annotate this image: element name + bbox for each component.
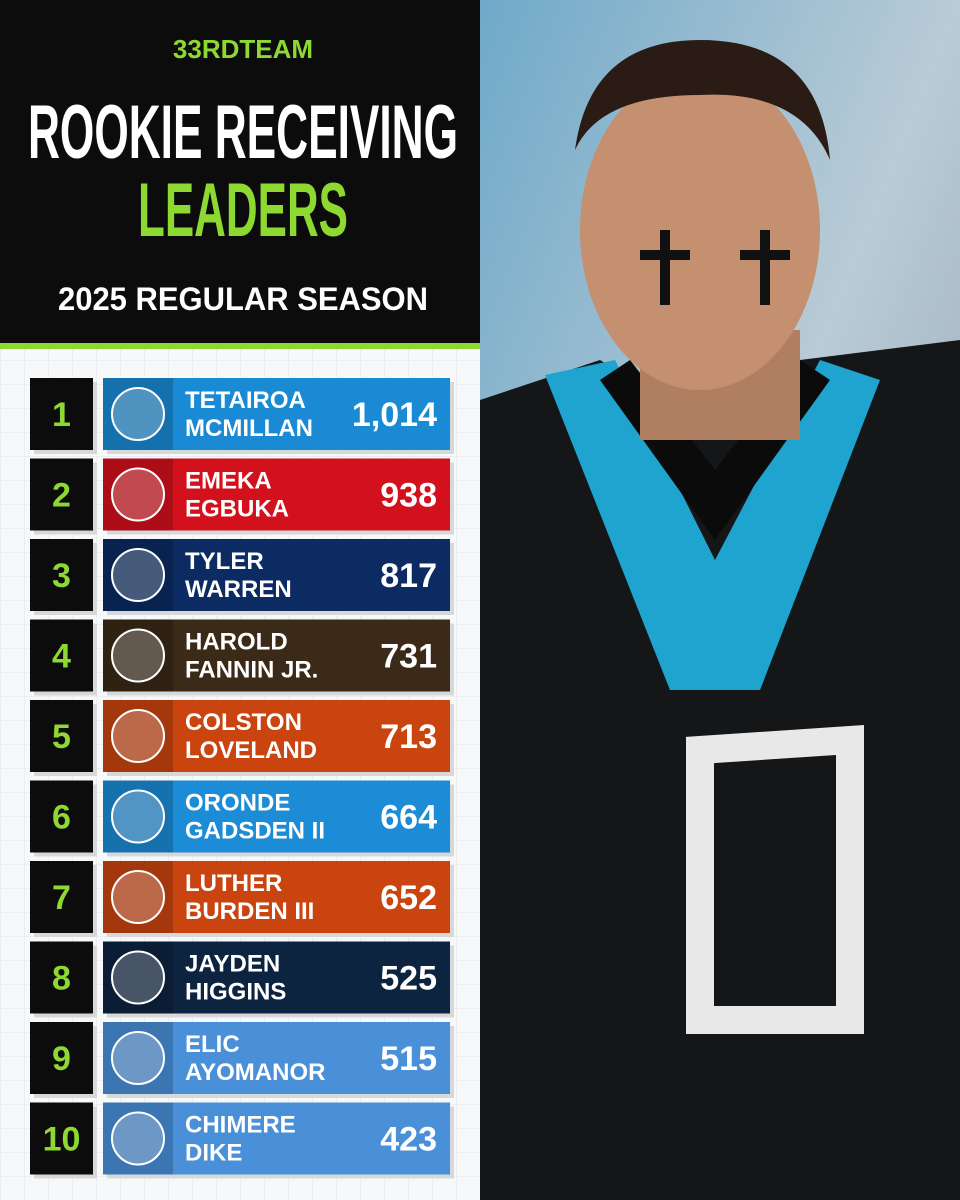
row-bar [103, 1102, 450, 1175]
first-name: ORONDE [185, 790, 290, 817]
row-bar [103, 700, 450, 772]
team-logo [111, 1111, 165, 1166]
logo-tile [103, 1022, 173, 1094]
yards: 817 [380, 557, 437, 595]
rank: 10 [43, 1121, 81, 1159]
rank-box [30, 539, 93, 611]
yards: 1,014 [352, 396, 437, 434]
last-name: FANNIN JR. [185, 657, 318, 684]
last-name: WARREN [185, 576, 292, 603]
rank: 2 [52, 477, 71, 515]
yards: 664 [380, 799, 437, 837]
rank-box [30, 619, 93, 692]
first-name: CHIMERE [185, 1112, 296, 1139]
rank: 9 [52, 1040, 71, 1078]
row-bar [103, 861, 450, 933]
first-name: HAROLD [185, 629, 288, 656]
last-name: BURDEN III [185, 898, 314, 925]
row-bar [103, 941, 450, 1014]
last-name: AYOMANOR [185, 1059, 325, 1086]
rank-box [30, 378, 93, 450]
last-name: DIKE [185, 1140, 242, 1167]
rank: 1 [52, 396, 71, 434]
header-bg [0, 0, 480, 345]
yards: 731 [380, 638, 437, 676]
player-photo [480, 0, 960, 1200]
rank: 4 [52, 638, 71, 676]
team-logo [111, 950, 165, 1005]
first-name: TETAIROA [185, 387, 306, 414]
rank: 7 [52, 879, 71, 917]
team-logo [111, 870, 165, 924]
rank: 3 [52, 557, 71, 595]
last-name: HIGGINS [185, 979, 286, 1006]
logo-tile [103, 539, 173, 611]
rank-box [30, 941, 93, 1014]
yards: 423 [380, 1121, 437, 1159]
brand: 33RDTEAM [173, 34, 313, 64]
last-name: LOVELAND [185, 737, 317, 764]
last-name: EGBUKA [185, 496, 289, 523]
first-name: JAYDEN [185, 951, 280, 978]
title: LEADERS [138, 168, 348, 253]
yards: 938 [380, 477, 437, 515]
logo-tile [103, 780, 173, 853]
rank-box [30, 1102, 93, 1175]
team-logo [111, 548, 165, 602]
team-logo [111, 709, 165, 763]
logo-tile [103, 378, 173, 450]
logo-tile [103, 1102, 173, 1175]
rank-box [30, 1022, 93, 1094]
first-name: ELIC [185, 1031, 240, 1058]
logo-tile [103, 861, 173, 933]
rank-box [30, 780, 93, 853]
team-logo [111, 1031, 165, 1085]
rank-box [30, 700, 93, 772]
rank-box [30, 458, 93, 531]
rank: 8 [52, 960, 71, 998]
rank: 5 [52, 718, 71, 756]
yards: 713 [380, 718, 437, 756]
logo-tile [103, 941, 173, 1014]
row-bar [103, 1022, 450, 1094]
accent-line [0, 343, 480, 349]
yards: 525 [380, 960, 437, 998]
subtitle: 2025 REGULAR SEASON [58, 281, 428, 317]
title: ROOKIE RECEIVING [28, 90, 458, 175]
row-bar [103, 458, 450, 531]
team-logo [111, 789, 165, 844]
yards: 652 [380, 879, 437, 917]
rank: 6 [52, 799, 71, 837]
first-name: LUTHER [185, 870, 282, 897]
last-name: GADSDEN II [185, 818, 325, 845]
logo-tile [103, 700, 173, 772]
row-bar [103, 619, 450, 692]
team-logo [111, 387, 165, 441]
row-bar [103, 378, 450, 450]
last-name: MCMILLAN [185, 415, 313, 442]
logo-tile [103, 619, 173, 692]
rank-box [30, 861, 93, 933]
first-name: COLSTON [185, 709, 302, 736]
yards: 515 [380, 1040, 437, 1078]
first-name: EMEKA [185, 468, 272, 495]
team-logo [111, 467, 165, 522]
logo-tile [103, 458, 173, 531]
row-bar [103, 539, 450, 611]
row-bar [103, 780, 450, 853]
team-logo [111, 628, 165, 683]
first-name: TYLER [185, 548, 264, 575]
